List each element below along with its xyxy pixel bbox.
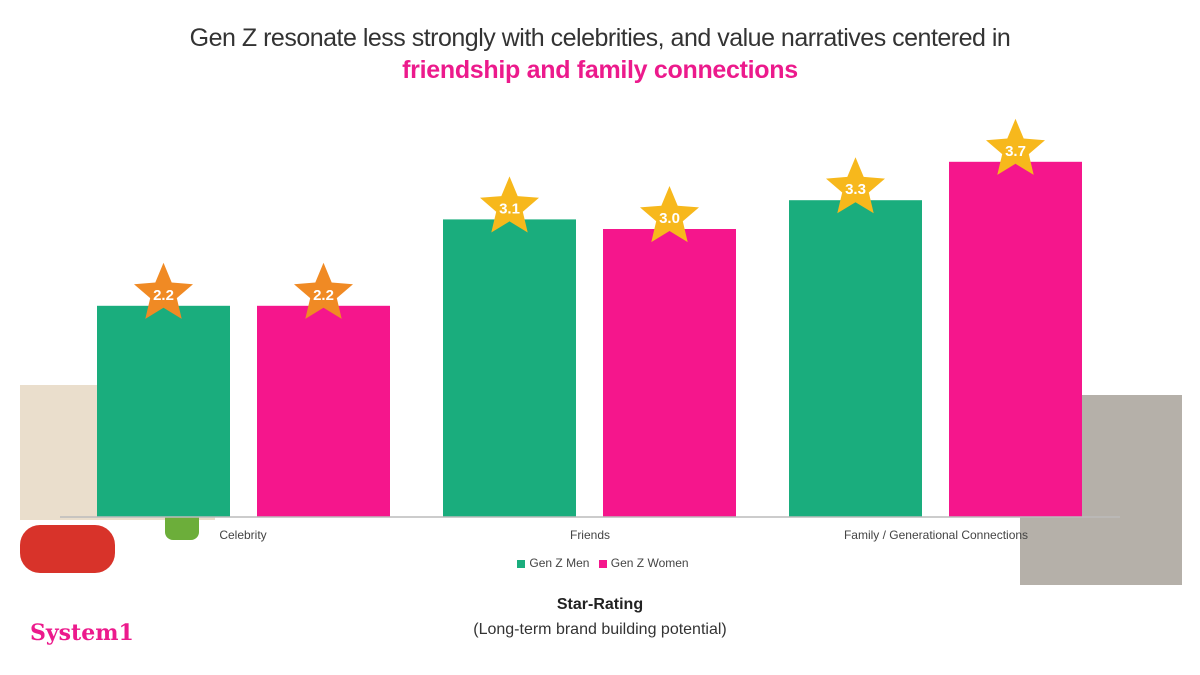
pringles-can-red (20, 525, 115, 573)
data-label: 2.2 (153, 287, 174, 304)
category-label: Celebrity (219, 528, 266, 542)
star-icon (986, 118, 1045, 175)
data-label: 3.7 (1005, 143, 1026, 160)
chart-subtitle: friendship and family connections (402, 56, 798, 84)
star-icon (640, 186, 699, 243)
category-label: Friends (570, 528, 610, 542)
bar-gen-z-women-2 (949, 161, 1082, 518)
legend: Gen Z Men Gen Z Women (0, 556, 1200, 570)
star-icon (480, 176, 539, 233)
legend-label-men: Gen Z Men (529, 556, 590, 570)
axis-title: Star-Rating (556, 596, 644, 613)
data-label: 3.0 (659, 210, 680, 227)
category-label: Family / Generational Connections (844, 528, 1028, 542)
system1-logo: System1 (30, 620, 134, 646)
bar-gen-z-men-0 (97, 305, 230, 517)
data-label: 3.3 (845, 181, 866, 198)
data-label: 3.1 (499, 200, 520, 217)
bar-gen-z-women-0 (257, 305, 390, 517)
axis-subtitle: (Long-term brand building potential) (473, 621, 727, 638)
bar-gen-z-men-1 (443, 219, 576, 517)
legend-swatch-men (517, 559, 526, 568)
chart-title: Gen Z resonate less strongly with celebr… (189, 24, 1011, 52)
star-icon (294, 262, 353, 319)
legend-swatch-women (598, 559, 607, 568)
legend-label-women: Gen Z Women (610, 556, 689, 570)
data-label: 2.2 (313, 287, 334, 304)
star-icon (826, 157, 885, 214)
star-icon (134, 262, 193, 319)
bar-gen-z-men-2 (789, 200, 922, 517)
bar-gen-z-women-1 (603, 229, 736, 517)
